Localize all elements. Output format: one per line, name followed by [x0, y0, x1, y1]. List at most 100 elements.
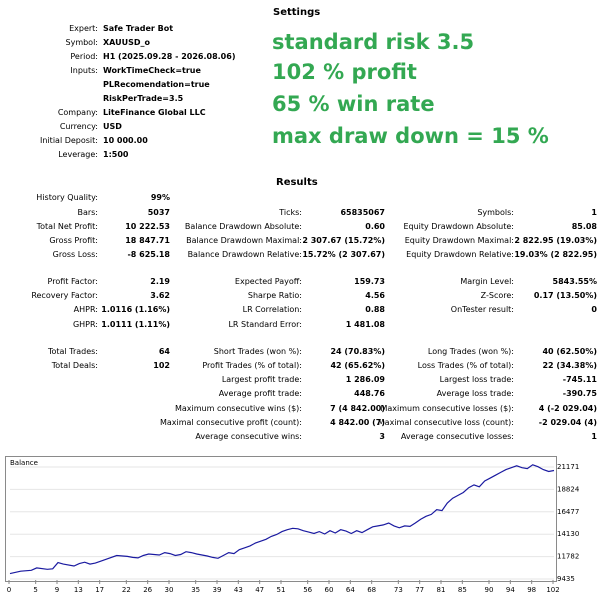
- x-tick-label: 35: [191, 586, 200, 594]
- result-value: 4 842.00 (7): [330, 418, 385, 427]
- result-value: 3.62: [150, 291, 170, 300]
- result-value: 24 (70.83%): [330, 347, 385, 356]
- result-label: Balance Drawdown Maximal:: [186, 236, 302, 245]
- chart-title: Balance: [10, 459, 38, 467]
- result-value: 65835067: [340, 208, 385, 217]
- result-label: Equity Drawdown Relative:: [406, 250, 514, 259]
- result-value: 4 (-2 029.04): [538, 404, 597, 413]
- x-tick-label: 56: [303, 586, 312, 594]
- result-value: 19.03% (2 822.95): [514, 250, 597, 259]
- results-title: Results: [276, 177, 318, 188]
- result-label: Short Trades (won %):: [213, 347, 302, 356]
- x-tick-label: 5: [33, 586, 37, 594]
- x-tick-label: 60: [325, 586, 334, 594]
- settings-value: RiskPerTrade=3.5: [103, 94, 184, 103]
- result-label: Average consecutive wins:: [195, 432, 302, 441]
- result-label: History Quality:: [36, 193, 98, 202]
- result-value: 0.88: [365, 305, 385, 314]
- result-value: 5843.55%: [552, 277, 597, 286]
- x-tick-label: 68: [367, 586, 376, 594]
- result-value: 99%: [150, 193, 170, 202]
- settings-value: USD: [103, 122, 122, 131]
- overlay-line: standard risk 3.5: [272, 30, 475, 54]
- x-tick-label: 73: [394, 586, 403, 594]
- result-value: 42 (65.62%): [330, 361, 385, 370]
- result-value: 0: [591, 305, 597, 314]
- x-tick-label: 85: [458, 586, 467, 594]
- result-label: Total Trades:: [48, 347, 98, 356]
- result-value: 1.0116 (1.16%): [101, 305, 170, 314]
- x-tick-label: 81: [437, 586, 446, 594]
- x-tick-label: 9: [55, 586, 59, 594]
- settings-value: 1:500: [103, 150, 129, 159]
- x-tick-label: 102: [546, 586, 559, 594]
- settings-value: 10 000.00: [103, 136, 148, 145]
- settings-label: Period:: [70, 52, 98, 61]
- x-tick-label: 39: [213, 586, 222, 594]
- result-value: 15.72% (2 307.67): [302, 250, 385, 259]
- y-tick-label: 14130: [557, 530, 579, 538]
- x-tick-label: 22: [122, 586, 131, 594]
- result-value: 0.17 (13.50%): [533, 291, 597, 300]
- result-label: Symbols:: [477, 208, 514, 217]
- result-value: 1.0111 (1.11%): [101, 320, 170, 329]
- result-label: Total Deals:: [51, 361, 98, 370]
- result-value: 4.56: [365, 291, 385, 300]
- result-value: 3: [379, 432, 385, 441]
- y-tick-label: 11782: [557, 553, 579, 561]
- result-value: 5037: [147, 208, 170, 217]
- settings-value: H1 (2025.09.28 - 2026.08.06): [103, 52, 236, 61]
- result-label: AHPR:: [73, 305, 98, 314]
- x-tick-label: 90: [485, 586, 494, 594]
- result-value: 7 (4 842.00): [330, 404, 385, 413]
- result-value: -745.11: [562, 375, 597, 384]
- result-value: 1: [591, 432, 597, 441]
- settings-label: Initial Deposit:: [40, 136, 98, 145]
- result-value: 64: [158, 347, 170, 356]
- result-label: Recovery Factor:: [31, 291, 98, 300]
- result-label: Average loss trade:: [436, 389, 514, 398]
- x-tick-label: 17: [95, 586, 104, 594]
- result-label: Ticks:: [279, 208, 302, 217]
- x-tick-label: 26: [143, 586, 152, 594]
- x-tick-label: 47: [255, 586, 264, 594]
- x-tick-label: 0: [7, 586, 11, 594]
- result-label: Gross Profit:: [49, 236, 98, 245]
- result-value: -2 029.04 (4): [538, 418, 597, 427]
- settings-value: WorkTimeCheck=true: [103, 66, 201, 75]
- result-value: 10 222.53: [125, 222, 170, 231]
- settings-value: PLRecomendation=true: [103, 80, 210, 89]
- overlay-line: 102 % profit: [272, 60, 417, 84]
- result-label: Long Trades (won %):: [427, 347, 514, 356]
- result-label: Balance Drawdown Relative:: [187, 250, 302, 259]
- x-tick-label: 98: [527, 586, 536, 594]
- result-label: Average consecutive losses:: [400, 432, 514, 441]
- x-tick-label: 43: [234, 586, 243, 594]
- result-label: Equity Drawdown Maximal:: [404, 236, 514, 245]
- result-label: Balance Drawdown Absolute:: [184, 222, 302, 231]
- result-value: 1: [591, 208, 597, 217]
- result-label: Expected Payoff:: [234, 277, 302, 286]
- result-value: 22 (34.38%): [542, 361, 597, 370]
- balance-chart: Balance: [5, 456, 557, 582]
- result-label: Bars:: [77, 208, 98, 217]
- y-tick-label: 18824: [557, 485, 580, 493]
- settings-label: Symbol:: [65, 38, 99, 47]
- result-label: Maximum consecutive losses ($):: [380, 404, 514, 413]
- result-label: Total Net Profit:: [36, 222, 98, 231]
- result-value: 448.76: [354, 389, 385, 398]
- result-value: 2.19: [150, 277, 170, 286]
- y-tick-label: 9435: [557, 575, 575, 583]
- settings-label: Leverage:: [58, 150, 98, 159]
- x-tick-label: 94: [506, 586, 515, 594]
- result-value: 159.73: [354, 277, 385, 286]
- result-label: GHPR:: [72, 320, 98, 329]
- x-tick-label: 64: [346, 586, 355, 594]
- result-label: Maximal consecutive loss (count):: [377, 418, 514, 427]
- result-value: 2 307.67 (15.72%): [302, 236, 385, 245]
- result-value: 18 847.71: [125, 236, 170, 245]
- result-label: Maximal consecutive profit (count):: [159, 418, 302, 427]
- result-value: 1 481.08: [345, 320, 385, 329]
- x-tick-label: 77: [415, 586, 424, 594]
- x-tick-label: 51: [277, 586, 286, 594]
